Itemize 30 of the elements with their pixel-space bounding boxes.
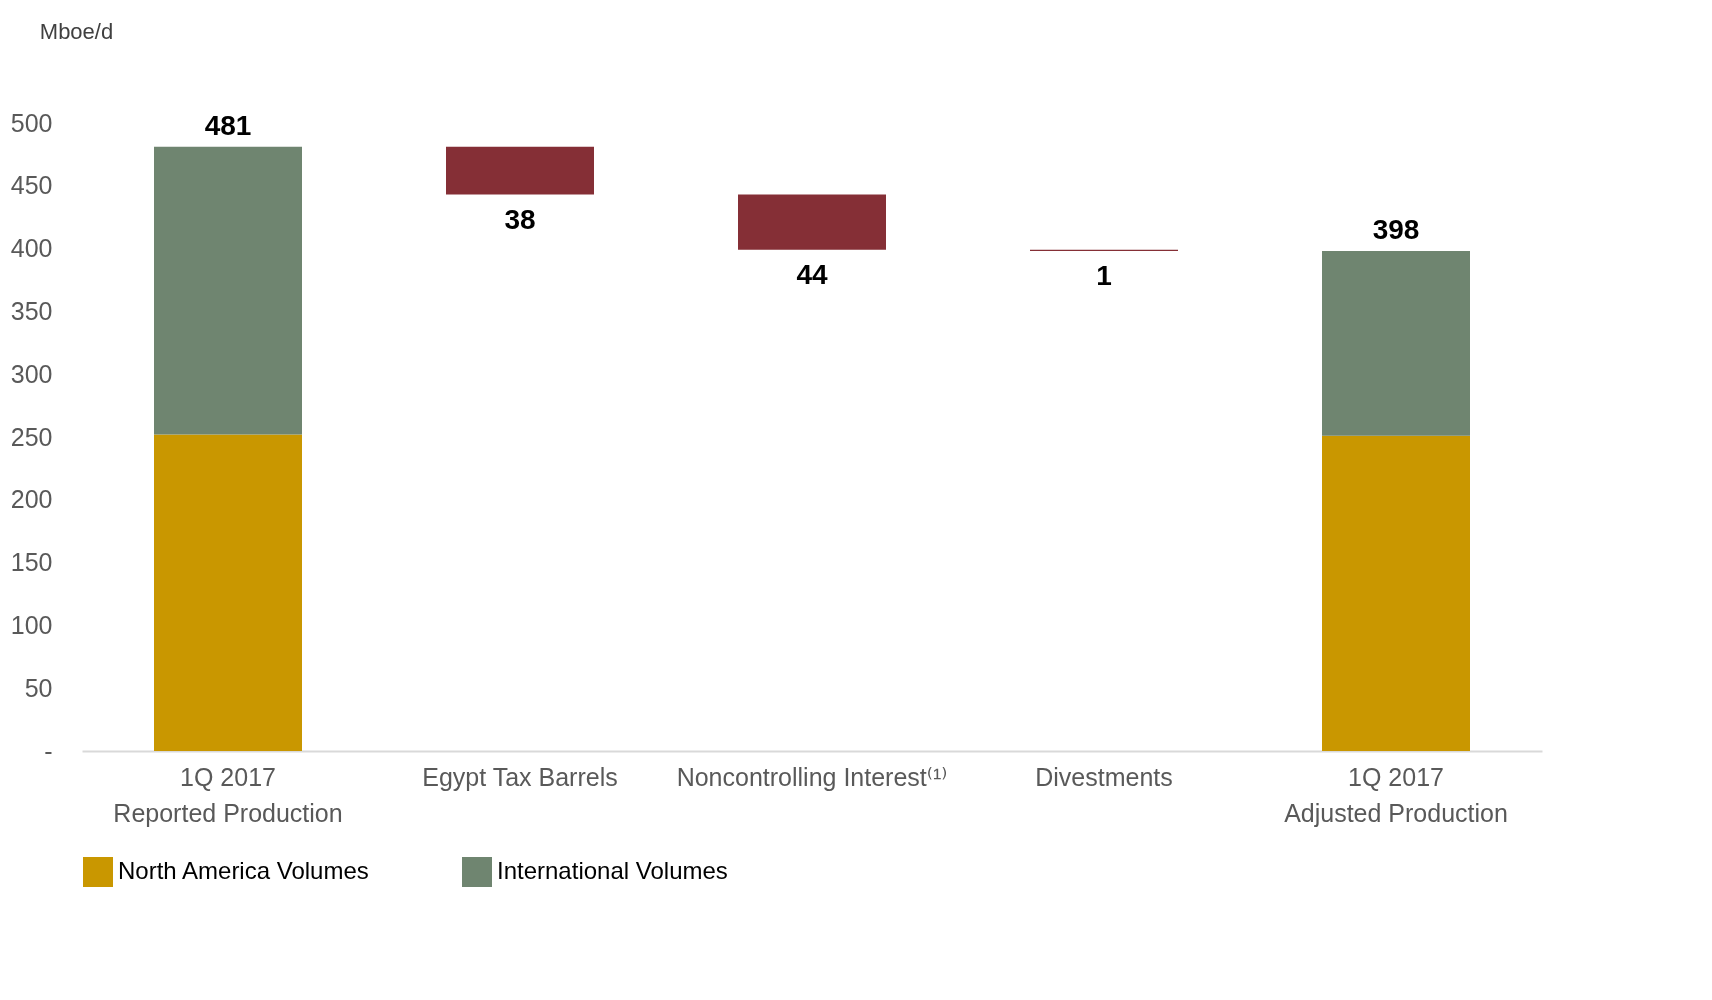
y-tick-label: 150 [10,548,53,577]
x-tick-label: Egypt Tax Barrels [422,762,618,791]
y-tick-label: 400 [10,234,53,263]
x-tick-label: 1Q 2017 Adjusted Production [1284,762,1508,827]
y-axis-title: Mboe/d [39,18,114,44]
y-tick-label: 200 [10,485,53,514]
y-tick-label: - [44,736,53,765]
y-tick-label: 250 [10,422,53,451]
y-tick-label: 50 [24,673,53,702]
x-tick-label: Noncontrolling Interest⁽¹⁾ [676,762,948,791]
x-tick-label: Divestments [1035,762,1173,791]
bar [446,146,594,195]
legend-label: North America Volumes [118,857,369,884]
y-tick-label: 100 [10,610,53,639]
bar [1322,251,1470,436]
data-label: 38 [504,203,536,235]
legend-label: International Volumes [497,857,728,884]
total-label: 481 [204,109,252,141]
bar [1322,435,1470,751]
y-tick-label: 300 [10,359,53,388]
y-tick-label: 450 [10,171,53,200]
data-label: 44 [796,258,828,290]
total-label: 398 [1372,214,1420,246]
x-tick-label: 1Q 2017 Reported Production [113,762,343,827]
y-tick-label: 500 [10,108,53,137]
bar [154,434,302,751]
y-tick-label: 350 [10,296,53,325]
data-label: 1 [1096,260,1112,292]
bar [154,146,302,435]
bar [738,194,886,250]
